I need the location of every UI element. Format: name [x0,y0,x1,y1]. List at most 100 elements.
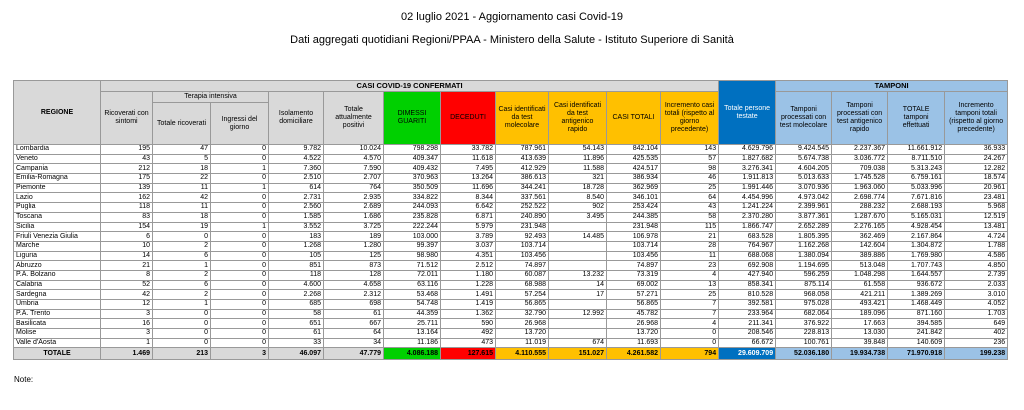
value-cell: 52 [100,279,153,291]
region-cell: Sardegna [13,289,101,300]
value-cell: 13.232 [548,269,607,281]
value-cell: 4.604.205 [775,163,833,175]
value-cell: 21 [100,260,153,271]
group-header: TAMPONI [775,80,1009,92]
value-cell: 175 [100,173,153,184]
value-cell: 11.661.912 [887,144,946,155]
value-cell: 103.000 [383,231,441,242]
value-cell: 674 [548,337,607,349]
table-row: Campania 212 18 1 7.360 7.590 409.432 7.495 412.… [13,163,1009,175]
region-cell: Puglia [13,202,101,213]
value-cell: 11 [659,250,720,262]
value-cell: 6.871 [440,211,496,223]
value-cell: 4 [659,318,720,330]
value-cell: 6 [152,279,211,291]
value-cell: 211.341 [718,318,777,330]
value-cell: 692.908 [718,260,777,271]
value-cell: 1.419 [440,299,496,310]
value-cell: 73.319 [606,269,661,281]
value-cell: 9.424.545 [775,144,833,155]
value-cell: 3.877.361 [775,211,833,223]
value-cell: 5.165.031 [887,211,946,223]
value-cell: 493.421 [831,299,889,310]
value-cell: 370.963 [383,173,441,184]
value-cell: 0 [210,260,269,271]
value-cell: 241.842 [887,328,946,339]
value-cell: 128 [323,269,384,281]
value-cell: 183 [268,231,324,242]
value-cell: 14 [100,250,153,262]
value-cell: 33.782 [440,144,496,155]
column-header: Tamponi processati con test molecolare [775,91,833,145]
value-cell: 208.546 [718,328,777,339]
value-cell: 1 [210,182,269,194]
value-cell: 11.588 [548,163,607,175]
value-cell: 764 [323,182,384,194]
value-cell: 8.540 [548,192,607,204]
value-cell: 5.674.738 [775,153,833,165]
value-cell: 9.782 [268,144,324,155]
value-cell: 74.897 [495,260,549,271]
value-cell: 58 [659,211,720,223]
value-cell: 0 [210,192,269,204]
value-cell: 0 [152,308,211,320]
value-cell: 685 [268,299,324,310]
value-cell: 54.143 [548,144,607,155]
value-cell: 3 [100,328,153,339]
value-cell [548,328,607,339]
value-cell: 60.087 [495,269,549,281]
value-cell: 1.268 [268,240,324,252]
value-cell: 235.828 [383,211,441,223]
value-cell: 1.280 [323,240,384,252]
value-cell: 13.720 [495,328,549,339]
value-cell: 253.424 [606,202,661,213]
value-cell: 2.370.280 [718,211,777,223]
region-cell: P.A. Trento [13,308,101,320]
value-cell [548,250,607,262]
column-header: CASI TOTALI [606,91,661,145]
value-cell: 71.512 [383,260,441,271]
value-cell: 233.964 [718,308,777,320]
value-cell: 412.929 [495,163,549,175]
value-cell: 57 [659,153,720,165]
value-cell: 39.848 [831,337,889,349]
value-cell: 244.385 [606,211,661,223]
value-cell: 413.639 [495,153,549,165]
value-cell: 20.961 [944,182,1009,194]
table-row: Puglia 118 11 0 2.560 2.689 244.093 6.642 252.52… [13,202,1009,213]
value-cell: 98 [659,163,720,175]
value-cell: 4.351 [440,250,496,262]
value-cell: 682.064 [775,308,833,320]
column-header: DECEDUTI [440,91,496,145]
value-cell: 2 [152,240,211,252]
column-header: Totale attualmente positivi [323,91,384,145]
value-cell: 23.481 [944,192,1009,204]
value-cell: 0 [210,328,269,339]
value-cell: 99.397 [383,240,441,252]
table-row: Lazio 162 42 0 2.731 2.935 334.822 8.344 337.561… [13,192,1009,204]
value-cell: 288.232 [831,202,889,213]
value-cell: 6 [100,231,153,242]
value-cell: 46.097 [268,347,324,361]
value-cell [548,221,607,233]
value-cell: 162 [100,192,153,204]
value-cell: 189 [323,231,384,242]
table-row: Veneto 43 5 0 4.522 4.570 409.347 11.618 413.639… [13,153,1009,165]
value-cell: 11.693 [606,337,661,349]
table-row: Basilicata 16 0 0 651 667 25.711 590 26.968 26.96… [13,318,1009,330]
value-cell: 140.609 [887,337,946,349]
value-cell: 1.287.670 [831,211,889,223]
value-cell: 787.961 [495,144,549,155]
value-cell: 28 [659,240,720,252]
value-cell: 4.600 [268,279,324,291]
value-cell: 425.535 [606,153,661,165]
table-row: Lombardia 195 47 0 9.782 10.024 798.298 33.782 7… [13,144,1009,155]
value-cell: 3.552 [268,221,324,233]
table-row: Umbria 12 1 0 685 698 54.748 1.419 56.865 56.865 7… [13,299,1009,310]
value-cell: 1.991.446 [718,182,777,194]
value-cell: 13.720 [606,328,661,339]
value-cell: 44.359 [383,308,441,320]
value-cell: 53.468 [383,289,441,300]
value-cell: 1 [210,163,269,175]
value-cell: 5.968 [944,202,1009,213]
